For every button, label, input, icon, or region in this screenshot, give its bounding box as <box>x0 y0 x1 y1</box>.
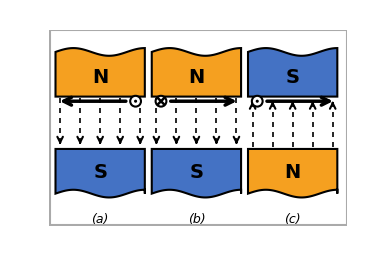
Text: N: N <box>188 68 205 87</box>
Polygon shape <box>55 149 145 198</box>
Polygon shape <box>152 149 241 198</box>
Text: (a): (a) <box>91 212 109 225</box>
Circle shape <box>156 97 166 107</box>
Text: N: N <box>92 68 108 87</box>
Text: (b): (b) <box>188 212 205 225</box>
Text: S: S <box>189 162 204 181</box>
Polygon shape <box>248 49 337 97</box>
Circle shape <box>256 100 259 103</box>
Polygon shape <box>248 149 337 198</box>
Circle shape <box>130 97 141 107</box>
Circle shape <box>252 97 263 107</box>
Text: S: S <box>286 68 300 87</box>
Circle shape <box>134 100 137 103</box>
Text: S: S <box>93 162 107 181</box>
Text: N: N <box>284 162 301 181</box>
Polygon shape <box>55 49 145 97</box>
Polygon shape <box>152 49 241 97</box>
Text: (c): (c) <box>284 212 301 225</box>
